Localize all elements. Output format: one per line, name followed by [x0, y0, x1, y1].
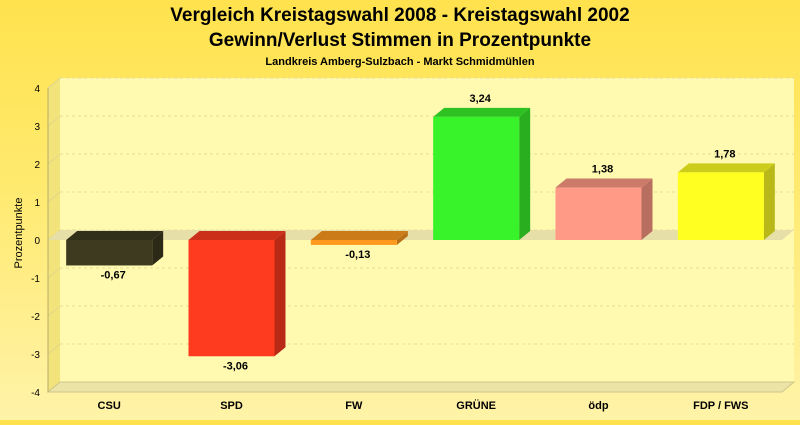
y-tick-label: 0	[34, 236, 40, 247]
bar-ödp	[555, 187, 642, 240]
x-tick-label: ödp	[588, 400, 608, 412]
chart-subtitle: Landkreis Amberg-Sulzbach - Markt Schmid…	[265, 56, 534, 68]
gridline-diagonal	[47, 115, 61, 127]
bar-spd	[188, 240, 275, 357]
chart-title: Vergleich Kreistagswahl 2008 - Kreistags…	[170, 5, 629, 26]
x-tick-label: FDP / FWS	[693, 400, 748, 412]
y-tick-label: 2	[34, 160, 40, 171]
gridline-diagonal	[47, 191, 61, 203]
bar-top	[433, 107, 531, 117]
y-tick-label: -4	[31, 388, 40, 399]
plot-area: -4 -3 -2 -1 0 1 2 3 4 -0,67 CSU -3,06 SPD -0,13 FW 3,24…	[31, 77, 796, 412]
gridline-diagonal	[47, 153, 61, 165]
gridline-diagonal	[47, 305, 61, 317]
y-tick-label: 3	[34, 122, 40, 133]
bar-side	[641, 178, 653, 240]
bar-side	[763, 163, 775, 240]
y-axis-label: Prozentpunkte	[13, 198, 25, 269]
y-tick-label: -3	[31, 350, 40, 361]
data-label: 1,78	[714, 148, 735, 160]
data-label: 1,38	[592, 164, 613, 176]
y-tick-label: 4	[34, 84, 40, 95]
data-label: -0,13	[345, 249, 370, 261]
gridline-diagonal	[47, 267, 61, 279]
plot-floor	[46, 381, 796, 393]
x-tick-label: CSU	[98, 400, 121, 412]
x-tick-label: GRÜNE	[456, 399, 496, 412]
bar-side	[519, 107, 531, 240]
bar-top	[188, 231, 286, 240]
gridline-diagonal	[47, 343, 61, 355]
y-tick-label: 1	[34, 198, 40, 209]
x-tick-label: SPD	[220, 400, 243, 412]
bar-fw	[310, 240, 397, 245]
bar-csu	[66, 240, 153, 266]
y-tick-label: -2	[31, 312, 40, 323]
bar-top	[677, 163, 775, 173]
bar-top	[555, 178, 653, 188]
bar-top	[310, 231, 408, 240]
bar-side	[396, 231, 408, 245]
chart-title-line2: Gewinn/Verlust Stimmen in Prozentpunkte	[209, 30, 591, 51]
data-label: -0,67	[101, 269, 126, 281]
data-label: 3,24	[469, 93, 491, 105]
bar-fdp-fws	[677, 172, 764, 240]
bar-top	[66, 231, 164, 240]
x-tick-label: FW	[345, 400, 363, 412]
data-label: -3,06	[223, 360, 248, 372]
bar-grüne	[433, 116, 520, 240]
y-tick-label: -1	[31, 274, 40, 285]
bar-side	[274, 231, 286, 357]
gridline-diagonal	[47, 77, 61, 89]
bar-side	[152, 231, 164, 266]
